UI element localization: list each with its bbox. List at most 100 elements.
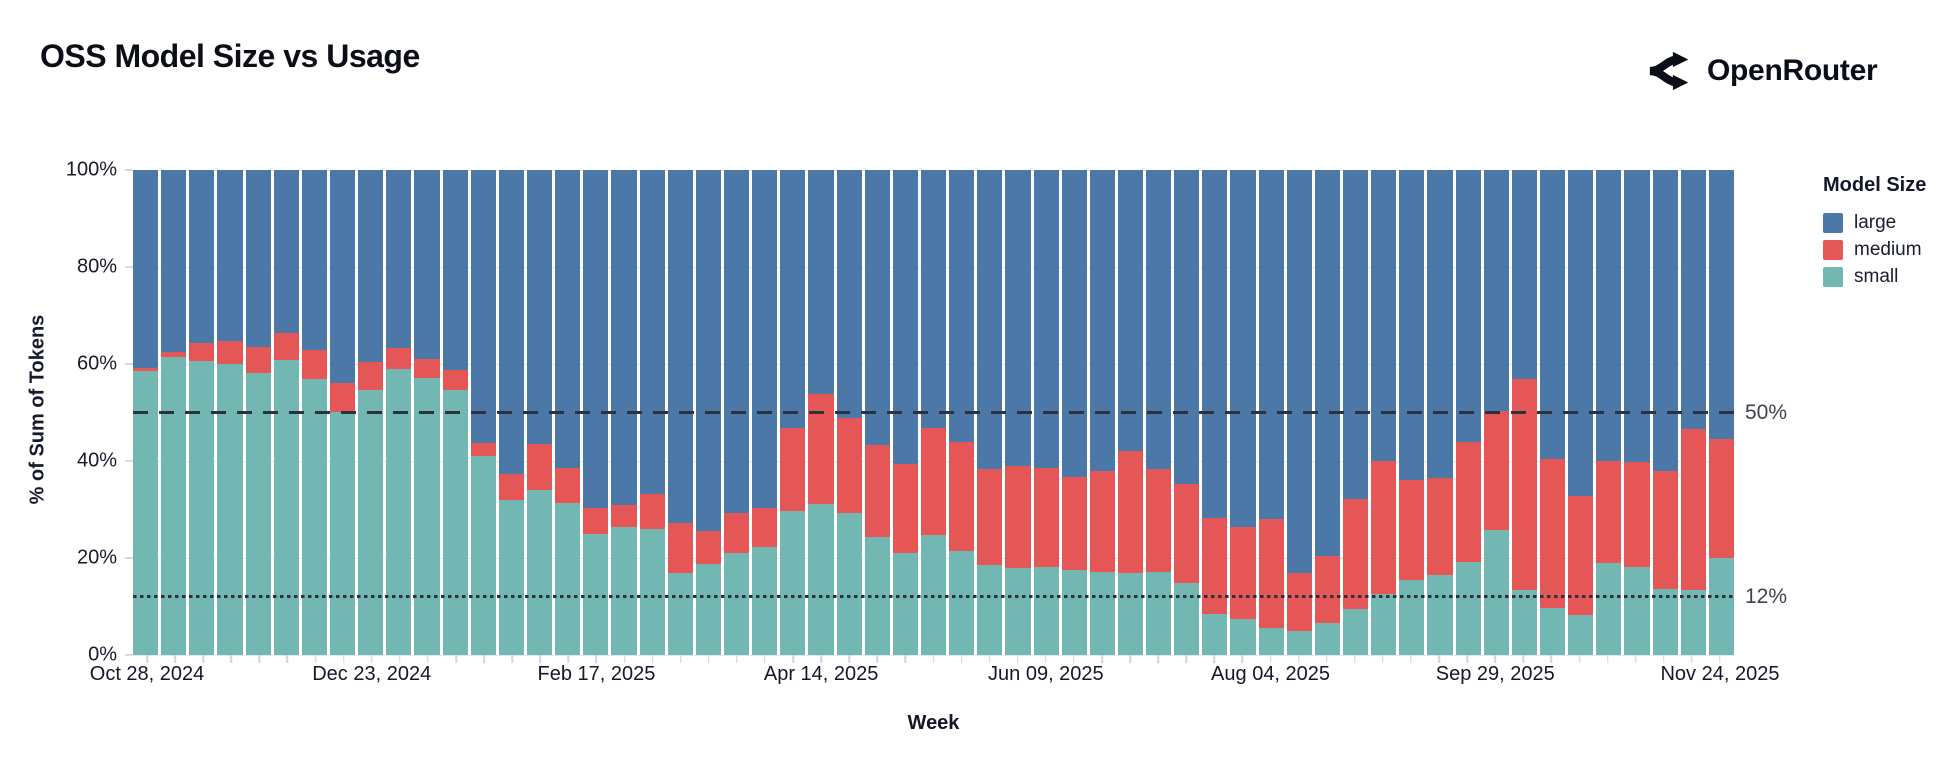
bar-segment-small[interactable]	[189, 361, 215, 655]
bar-segment-medium[interactable]	[892, 463, 918, 554]
bar-segment-large[interactable]	[1427, 170, 1453, 478]
bar-segment-large[interactable]	[301, 170, 327, 351]
bar-segment-medium[interactable]	[1258, 519, 1284, 629]
bar-segment-large[interactable]	[639, 170, 665, 494]
bar-segment-large[interactable]	[1371, 170, 1397, 461]
bar-segment-large[interactable]	[920, 170, 947, 429]
bar-segment-small[interactable]	[358, 390, 384, 655]
bar-segment-small[interactable]	[864, 536, 890, 655]
openrouter-brand[interactable]: OpenRouter	[1648, 48, 1878, 94]
bar-segment-small[interactable]	[1427, 575, 1453, 655]
stacked-bar[interactable]	[1343, 170, 1369, 655]
bar-segment-medium[interactable]	[301, 350, 327, 380]
bar-segment-medium[interactable]	[1061, 477, 1087, 570]
bar-segment-medium[interactable]	[189, 342, 215, 362]
stacked-bar[interactable]	[161, 170, 187, 655]
bar-segment-small[interactable]	[1005, 567, 1031, 655]
bar-segment-medium[interactable]	[583, 507, 609, 534]
bar-segment-small[interactable]	[1624, 566, 1650, 655]
bar-segment-medium[interactable]	[1230, 526, 1256, 619]
bar-segment-large[interactable]	[358, 170, 384, 363]
bar-segment-medium[interactable]	[161, 351, 187, 357]
bar-segment-large[interactable]	[667, 170, 693, 523]
stacked-bar[interactable]	[245, 170, 271, 655]
stacked-bar[interactable]	[1652, 170, 1678, 655]
bar-segment-medium[interactable]	[977, 468, 1003, 565]
bar-segment-large[interactable]	[526, 170, 553, 444]
bar-segment-large[interactable]	[1089, 170, 1115, 472]
bar-segment-large[interactable]	[386, 170, 412, 348]
bar-segment-large[interactable]	[1568, 170, 1594, 496]
bar-segment-small[interactable]	[920, 534, 947, 655]
stacked-bar[interactable]	[1146, 170, 1172, 655]
bar-segment-medium[interactable]	[555, 467, 581, 503]
bar-segment-large[interactable]	[273, 170, 299, 333]
bar-segment-medium[interactable]	[1174, 484, 1200, 584]
stacked-bar[interactable]	[1540, 170, 1566, 655]
legend-item-large[interactable]: large	[1823, 213, 1948, 233]
stacked-bar[interactable]	[1258, 170, 1284, 655]
stacked-bar[interactable]	[836, 170, 862, 655]
bar-segment-large[interactable]	[1033, 170, 1059, 468]
bar-segment-small[interactable]	[1089, 572, 1115, 655]
bar-segment-large[interactable]	[1596, 170, 1622, 461]
bar-segment-large[interactable]	[808, 170, 834, 395]
bar-segment-medium[interactable]	[920, 428, 947, 535]
bar-segment-small[interactable]	[301, 379, 327, 655]
bar-segment-large[interactable]	[470, 170, 496, 444]
bar-segment-medium[interactable]	[1146, 469, 1172, 573]
stacked-bar[interactable]	[1314, 170, 1341, 655]
bar-segment-small[interactable]	[977, 564, 1003, 655]
stacked-bar[interactable]	[1427, 170, 1453, 655]
bar-segment-large[interactable]	[1624, 170, 1650, 462]
stacked-bar[interactable]	[1033, 170, 1059, 655]
stacked-bar[interactable]	[920, 170, 947, 655]
stacked-bar[interactable]	[1399, 170, 1425, 655]
bar-segment-medium[interactable]	[1596, 460, 1622, 564]
bar-segment-large[interactable]	[1061, 170, 1087, 477]
bar-segment-small[interactable]	[442, 390, 468, 655]
bar-segment-small[interactable]	[836, 513, 862, 655]
bar-segment-small[interactable]	[1540, 607, 1566, 655]
bar-segment-medium[interactable]	[1427, 477, 1453, 576]
bar-segment-medium[interactable]	[358, 362, 384, 391]
bar-segment-large[interactable]	[414, 170, 440, 360]
stacked-bar[interactable]	[1089, 170, 1115, 655]
bar-segment-small[interactable]	[752, 547, 778, 655]
bar-segment-large[interactable]	[1202, 170, 1228, 519]
bar-segment-medium[interactable]	[1624, 461, 1650, 567]
bar-segment-small[interactable]	[1455, 562, 1481, 655]
bar-segment-medium[interactable]	[949, 442, 975, 551]
bar-segment-large[interactable]	[723, 170, 750, 514]
bar-segment-medium[interactable]	[1652, 470, 1678, 589]
bar-segment-small[interactable]	[808, 503, 834, 655]
bar-segment-large[interactable]	[1483, 170, 1509, 412]
bar-segment-medium[interactable]	[864, 445, 890, 537]
bar-segment-large[interactable]	[1540, 170, 1566, 459]
bar-segment-large[interactable]	[442, 170, 468, 371]
bar-segment-large[interactable]	[1146, 170, 1172, 470]
bar-segment-medium[interactable]	[217, 341, 243, 364]
stacked-bar[interactable]	[723, 170, 750, 655]
stacked-bar[interactable]	[583, 170, 609, 655]
bar-segment-medium[interactable]	[133, 368, 159, 371]
bar-segment-large[interactable]	[1174, 170, 1200, 485]
bar-segment-large[interactable]	[245, 170, 271, 348]
bar-segment-medium[interactable]	[1511, 378, 1538, 590]
bar-segment-medium[interactable]	[1005, 466, 1031, 568]
bar-segment-medium[interactable]	[1568, 495, 1594, 616]
bar-segment-large[interactable]	[1680, 170, 1706, 430]
legend-item-medium[interactable]: medium	[1823, 240, 1948, 260]
bar-segment-small[interactable]	[386, 368, 412, 655]
bar-segment-small[interactable]	[1511, 589, 1538, 655]
bar-segment-large[interactable]	[329, 170, 356, 384]
stacked-bar[interactable]	[273, 170, 299, 655]
stacked-bar[interactable]	[189, 170, 215, 655]
bar-segment-small[interactable]	[526, 489, 553, 655]
stacked-bar[interactable]	[1568, 170, 1594, 655]
bar-segment-small[interactable]	[1202, 613, 1228, 655]
bar-segment-medium[interactable]	[1455, 442, 1481, 563]
bar-segment-small[interactable]	[414, 377, 440, 655]
stacked-bar[interactable]	[358, 170, 384, 655]
stacked-bar[interactable]	[695, 170, 721, 655]
